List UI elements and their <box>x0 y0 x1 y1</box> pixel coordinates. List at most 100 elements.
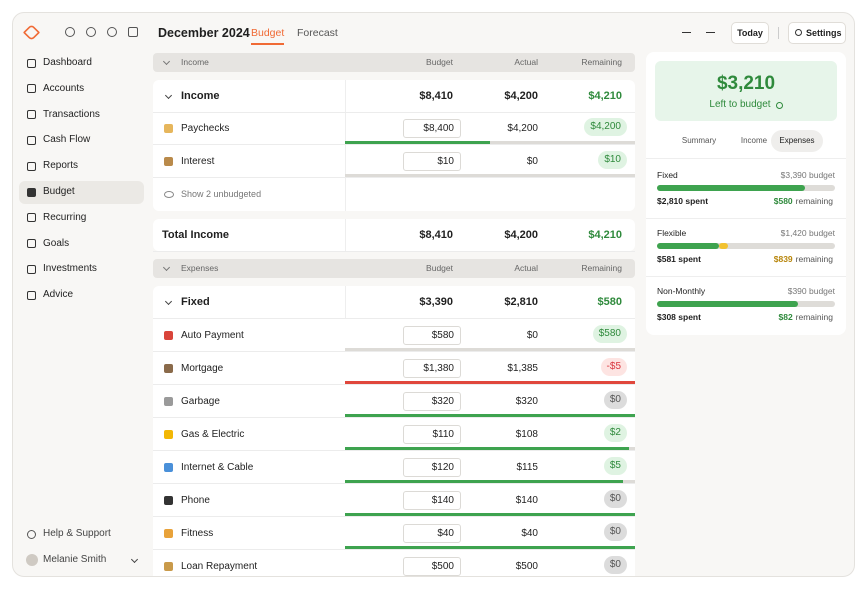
group-budget: $1,420 budget <box>780 228 835 238</box>
expenses-card <box>153 286 635 576</box>
category-name: Auto Payment <box>181 330 244 341</box>
section-label: Expenses <box>181 263 219 273</box>
toolbar-icon[interactable] <box>107 27 117 37</box>
settings-icon <box>795 29 802 36</box>
remaining-label: remaining <box>795 254 833 264</box>
actual-amount: $115 <box>516 462 538 473</box>
tab-underline <box>251 43 284 45</box>
next-arrow[interactable] <box>706 32 715 34</box>
row-separator <box>153 516 635 517</box>
remaining-pill: $0 <box>603 391 627 409</box>
user-name[interactable]: Melanie Smith <box>43 554 107 565</box>
left-amount: $3,210 <box>716 73 776 94</box>
budget-input[interactable]: $500 <box>403 557 461 576</box>
category-name: Garbage <box>181 396 220 407</box>
budget-input[interactable]: $1,380 <box>403 359 461 378</box>
toolbar-icon[interactable] <box>65 27 75 37</box>
settings-label[interactable]: Settings <box>806 28 842 38</box>
category-name: Paychecks <box>181 123 230 134</box>
budget-input[interactable]: $8,400 <box>403 119 461 138</box>
row-separator <box>153 351 635 352</box>
actual-amount: $320 <box>515 396 538 407</box>
spent-amount: $308 spent <box>657 312 701 322</box>
nav-icon <box>27 239 36 249</box>
eye-icon <box>164 191 174 198</box>
prev-arrow[interactable] <box>682 32 691 34</box>
tab-budget[interactable]: Budget <box>251 27 285 39</box>
progress-fill <box>345 513 635 516</box>
nav-icon <box>27 161 36 171</box>
nav-item[interactable]: Recurring <box>43 211 87 223</box>
category-icon <box>164 496 173 505</box>
nav-item[interactable]: Advice <box>43 289 74 301</box>
nav-icon <box>27 187 36 197</box>
column-header: Actual <box>514 263 538 273</box>
group-name: Non-Monthly <box>657 286 706 296</box>
nav-item[interactable]: Reports <box>43 160 79 172</box>
summary-fill <box>657 243 720 249</box>
budget-input[interactable]: $40 <box>403 524 461 543</box>
group-remaining: $4,210 <box>588 229 622 241</box>
row-separator <box>153 177 635 178</box>
tab-forecast[interactable]: Forecast <box>297 27 338 39</box>
actual-amount: $40 <box>521 528 538 539</box>
remaining-pill: -$5 <box>600 358 627 376</box>
nav-item[interactable]: Transactions <box>43 108 100 120</box>
toolbar-icon[interactable] <box>128 27 138 37</box>
category-icon <box>164 529 173 538</box>
group-actual: $4,200 <box>504 229 538 241</box>
info-icon <box>776 102 783 109</box>
nav-item[interactable]: Accounts <box>43 82 85 94</box>
nav-item[interactable]: Goals <box>43 237 70 249</box>
remaining-pill: $2 <box>603 424 627 442</box>
summary-tab[interactable]: Summary <box>681 136 717 145</box>
actual-amount: $0 <box>526 156 538 167</box>
budget-input[interactable]: $580 <box>403 326 461 345</box>
group-name: Fixed <box>657 170 678 180</box>
remaining-amount: $839 <box>773 254 793 264</box>
toolbar-icon[interactable] <box>86 27 96 37</box>
show-unbudgeted[interactable]: Show 2 unbudgeted <box>181 189 262 199</box>
progress-track <box>345 348 635 351</box>
column-header: Actual <box>514 57 538 67</box>
remaining-pill: $580 <box>592 325 627 343</box>
summary-tab[interactable]: Income <box>740 136 768 145</box>
settings-button[interactable] <box>788 22 846 44</box>
remaining-pill: $10 <box>598 151 627 169</box>
spent-amount: $2,810 spent <box>657 196 709 206</box>
help-icon <box>27 530 36 539</box>
divider <box>778 27 779 39</box>
column-divider <box>345 286 346 318</box>
row-separator <box>153 251 635 252</box>
actual-amount: $0 <box>526 330 538 341</box>
budget-input[interactable]: $110 <box>403 425 461 444</box>
nav-item[interactable]: Cash Flow <box>43 134 91 146</box>
budget-input[interactable]: $140 <box>403 491 461 510</box>
nav-item[interactable]: Dashboard <box>43 57 92 68</box>
panel-separator <box>646 276 846 277</box>
category-icon <box>164 364 173 373</box>
remaining-amount: $580 <box>773 196 793 206</box>
budget-input[interactable]: $120 <box>403 458 461 477</box>
remaining-text: $82 remaining <box>778 310 833 324</box>
today-button[interactable]: Today <box>731 22 769 44</box>
summary-fill <box>719 243 729 249</box>
group-remaining: $4,210 <box>588 90 622 102</box>
income-card <box>153 80 635 211</box>
summary-fill <box>657 185 805 191</box>
progress-fill <box>345 414 635 417</box>
group-name: Fixed <box>181 296 210 308</box>
budget-input[interactable]: $10 <box>403 152 461 171</box>
category-name: Fitness <box>181 528 214 539</box>
actual-amount: $1,385 <box>507 363 538 374</box>
nav-icon <box>27 264 36 274</box>
budget-input[interactable]: $320 <box>403 392 461 411</box>
spent-amount: $581 spent <box>657 254 701 264</box>
nav-icon <box>27 84 36 94</box>
category-icon <box>164 562 173 571</box>
nav-item[interactable]: Investments <box>43 263 97 275</box>
summary-tab[interactable]: Expenses <box>779 136 815 145</box>
app-window: Dashboard Accounts Transactions Cash Flow Re… <box>12 12 855 577</box>
nav-item[interactable]: Budget <box>43 186 75 197</box>
help-link[interactable]: Help & Support <box>43 528 111 539</box>
